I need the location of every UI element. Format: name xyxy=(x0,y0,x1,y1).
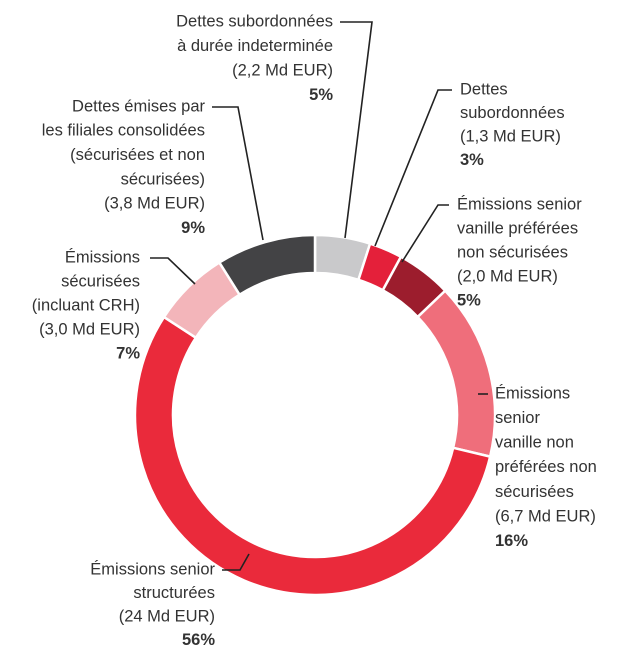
slice-label: (3,0 Md EUR) xyxy=(39,320,140,338)
leader-line xyxy=(212,106,264,241)
slice-label: préférées non xyxy=(495,458,597,476)
leader-line xyxy=(374,89,452,247)
slice-label: vanille non xyxy=(495,434,574,452)
slice-label: non sécurisées xyxy=(457,243,568,261)
slice-label: sécurisées xyxy=(495,483,574,501)
slice-label: Émissions senior xyxy=(90,559,215,578)
slice-label: Dettes subordonnées xyxy=(176,12,333,30)
value-label: 5% xyxy=(457,291,481,309)
value-label: 5% xyxy=(309,86,333,104)
slice-label: vanille préférées xyxy=(457,219,578,237)
slice-label: (2,0 Md EUR) xyxy=(457,267,558,285)
slice-label: subordonnées xyxy=(460,104,565,122)
slice-label: Dettes émises par xyxy=(72,97,205,115)
slice-label: Émissions xyxy=(495,383,570,402)
slice-label: structurées xyxy=(133,584,215,602)
value-label: 3% xyxy=(460,151,484,169)
slice-label: (6,7 Md EUR) xyxy=(495,507,596,525)
slice-label: sécurisées xyxy=(61,272,140,290)
slice-label: senior xyxy=(495,409,540,427)
leader-line xyxy=(340,21,373,239)
slice xyxy=(415,288,497,459)
slice-label: (sécurisées et non xyxy=(70,146,205,164)
slice-label: (2,2 Md EUR) xyxy=(232,61,333,79)
leader-line xyxy=(222,553,250,571)
slice-label: (incluant CRH) xyxy=(32,296,140,314)
slice-label: (1,3 Md EUR) xyxy=(460,127,561,145)
value-label: 7% xyxy=(116,344,140,362)
leader-line xyxy=(150,257,196,285)
slice-label: (3,8 Md EUR) xyxy=(104,195,205,213)
slice xyxy=(217,233,317,297)
value-label: 9% xyxy=(181,219,205,237)
value-label: 16% xyxy=(495,532,528,550)
slice-label: Émissions senior xyxy=(457,194,582,213)
slice-label: Dettes xyxy=(460,80,508,98)
slice-label: Émissions xyxy=(65,247,140,266)
slice-label: à durée indeterminée xyxy=(177,37,333,55)
slice-label: les filiales consolidées xyxy=(42,122,205,140)
leader-line xyxy=(401,204,449,263)
slice-label: (24 Md EUR) xyxy=(119,607,215,625)
value-label: 56% xyxy=(182,631,215,648)
slice xyxy=(133,315,492,597)
slice-label: sécurisées) xyxy=(121,170,205,188)
